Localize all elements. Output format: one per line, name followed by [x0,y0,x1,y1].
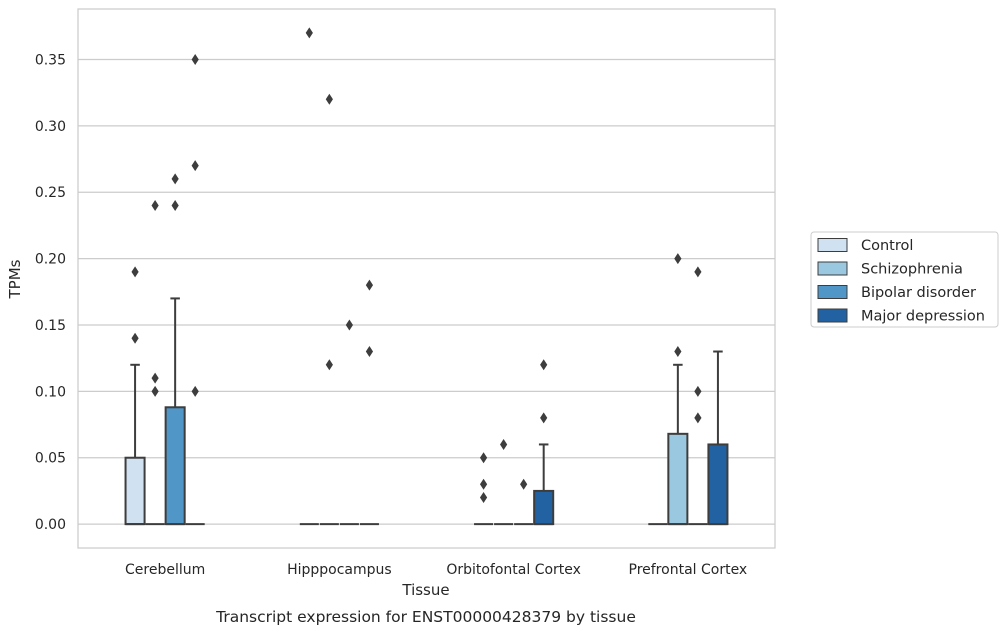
outlier-point [674,253,682,265]
x-tick-label: Prefrontal Cortex [629,562,748,578]
y-tick-label: 0.35 [35,52,66,68]
box-group [688,266,708,526]
outlier-point [191,160,199,172]
outlier-point [694,266,702,278]
box-group [124,266,146,526]
box-group [667,253,689,526]
x-axis-label: Tissue [401,581,449,599]
legend: Control Schizophrenia Bipolar disorder Majo… [810,231,999,328]
box-group [339,319,359,526]
box-group [164,173,186,526]
legend-frame [810,231,999,328]
x-tick-label: Cerebellum [125,562,205,578]
y-tick-label: 0.20 [35,252,66,268]
outlier-point [500,438,508,450]
legend-label: Major depression [861,309,985,325]
y-tick-label: 0.25 [35,185,66,201]
outlier-point [171,173,179,185]
outlier-point [540,359,548,371]
outlier-point [151,199,159,211]
box [164,406,186,526]
box-group [474,452,494,526]
plot-frame [77,8,776,549]
outlier-point [365,279,374,291]
outlier-point [674,346,682,358]
legend-swatch [817,238,848,252]
legend-label: Bipolar disorder [861,285,976,301]
box-plot-area [124,27,729,526]
box-group [359,279,379,526]
y-tick-labels: 0.00 0.05 0.10 0.15 0.20 0.25 0.30 0.35 [35,52,66,533]
y-axis-label: TPMs [6,259,24,299]
legend-item: Bipolar disorder [817,285,976,301]
outlier-point [479,452,488,464]
outlier-point [345,319,353,331]
outlier-point [694,385,702,397]
y-tick-label: 0.15 [35,318,66,334]
legend-swatch [817,308,848,323]
box-group [707,350,729,526]
legend-label: Control [861,238,913,254]
y-tick-label: 0.10 [35,384,66,400]
outlier-point [325,93,333,105]
outlier-point [694,412,702,424]
outlier-point [191,385,199,397]
box-group [185,53,205,526]
legend-item: Schizophrenia [817,261,963,278]
box-group [145,199,165,526]
legend-swatch [817,285,848,299]
outlier-point [305,27,313,39]
box [124,456,146,526]
outlier-point [171,199,179,211]
outlier-point [151,385,159,397]
box-group [319,93,339,526]
x-tick-label: Hipppocampus [287,562,392,578]
x-tick-labels: Cerebellum Hipppocampus Orbitofontal Corte… [125,562,747,578]
outlier-point [540,412,548,424]
outlier-point [191,53,199,65]
outlier-point [520,478,528,490]
legend-swatch [817,261,848,276]
legend-label: Schizophrenia [861,262,963,278]
y-tick-label: 0.30 [35,119,66,135]
outlier-point [151,372,159,384]
box [707,443,729,526]
outlier-point [131,266,139,278]
box-group [514,478,534,526]
outlier-point [479,478,488,490]
legend-item: Major depression [817,308,985,325]
outlier-point [325,359,333,371]
box-group [494,438,514,526]
y-tick-label: 0.05 [35,451,66,467]
box-group [299,27,319,526]
chart-caption: Transcript expression for ENST0000042837… [215,608,636,626]
outlier-point [479,492,488,504]
box [667,432,689,526]
outlier-point [365,346,374,358]
legend-item: Control [817,238,913,254]
x-tick-label: Orbitofontal Cortex [446,562,581,578]
box [533,489,555,526]
outlier-point [131,332,139,344]
y-tick-label: 0.00 [35,517,66,533]
box-group [533,359,555,526]
